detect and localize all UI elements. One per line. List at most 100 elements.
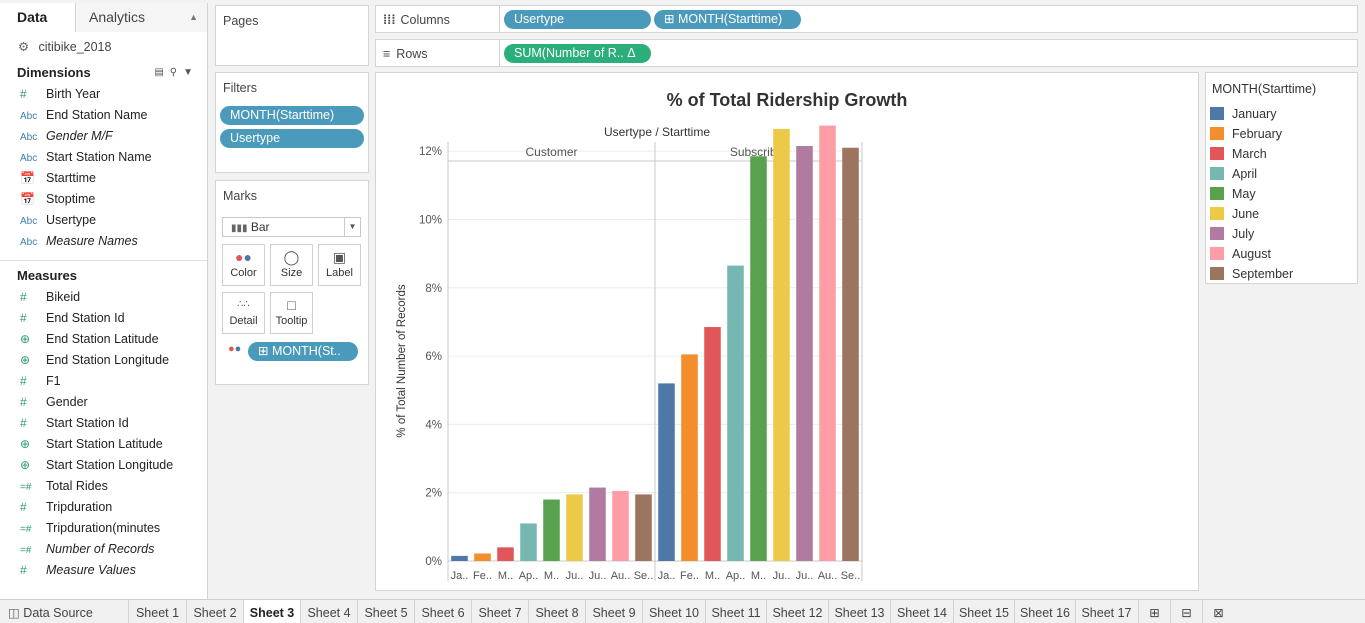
sheet-tab[interactable]: Sheet 2 <box>186 600 243 623</box>
color-legend[interactable]: MONTH(Starttime) January February March Apr… <box>1205 72 1358 284</box>
label-button[interactable]: ▣ Label <box>318 244 361 286</box>
sheet-tab[interactable]: Sheet 1 <box>128 600 186 623</box>
marks-card: Marks ▮▮▮ Bar ▼ ●● Color ◯ Size ▣ Label … <box>215 180 369 385</box>
detail-button[interactable]: ∴∴ Detail <box>222 292 265 334</box>
bar <box>543 499 560 561</box>
legend-swatch <box>1210 227 1224 240</box>
filters-card[interactable]: Filters MONTH(Starttime) Usertype <box>215 72 369 173</box>
sheet-tab[interactable]: Sheet 12 <box>766 600 828 623</box>
pages-card[interactable]: Pages <box>215 5 369 66</box>
legend-item[interactable]: May <box>1206 184 1357 204</box>
sheet-tab[interactable]: Sheet 14 <box>890 600 953 623</box>
field-item[interactable]: # Start Station Id <box>0 413 207 434</box>
size-icon: ◯ <box>283 249 300 265</box>
new-dashboard-icon[interactable]: ⊟ <box>1170 600 1202 623</box>
y-tick-label: 12% <box>419 146 442 158</box>
tab-data[interactable]: Data <box>0 3 76 32</box>
sheet-tab[interactable]: Sheet 15 <box>953 600 1014 623</box>
field-item[interactable]: # Birth Year <box>0 84 207 105</box>
legend-item[interactable]: June <box>1206 204 1357 224</box>
legend-item[interactable]: February <box>1206 124 1357 144</box>
field-item[interactable]: # End Station Id <box>0 308 207 329</box>
legend-title: MONTH(Starttime) <box>1212 82 1317 96</box>
field-label: End Station Latitude <box>46 332 159 346</box>
field-item[interactable]: ⊕ Start Station Latitude <box>0 434 207 455</box>
string-type-icon: Abc <box>20 216 38 227</box>
filter-pill-month[interactable]: MONTH(Starttime) <box>220 106 364 125</box>
legend-item[interactable]: January <box>1206 104 1357 124</box>
sheet-tab[interactable]: Sheet 13 <box>828 600 890 623</box>
field-item[interactable]: # Tripduration <box>0 497 207 518</box>
sheet-tab[interactable]: Sheet 6 <box>414 600 471 623</box>
calc-number-type-icon: =# <box>20 545 32 556</box>
field-item[interactable]: =# Tripduration(minutes <box>0 518 207 539</box>
field-item[interactable]: Abc Usertype <box>0 210 207 231</box>
color-button[interactable]: ●● Color <box>222 244 265 286</box>
new-story-icon[interactable]: ⊠ <box>1202 600 1234 623</box>
field-label: Tripduration(minutes <box>46 521 161 535</box>
columns-pill-usertype[interactable]: Usertype <box>504 10 651 29</box>
new-worksheet-icon[interactable]: ⊞ <box>1138 600 1170 623</box>
sheet-tab[interactable]: Sheet 3 <box>243 600 300 623</box>
filter-pill-usertype[interactable]: Usertype <box>220 129 364 148</box>
sheet-tab[interactable]: Sheet 16 <box>1014 600 1075 623</box>
tab-analytics[interactable]: Analytics ▲ <box>76 3 207 32</box>
bar <box>842 147 859 561</box>
legend-item[interactable]: April <box>1206 164 1357 184</box>
color-field-icon: ●● <box>228 343 242 355</box>
size-button[interactable]: ◯ Size <box>270 244 313 286</box>
field-item[interactable]: Abc Gender M/F <box>0 126 207 147</box>
field-item[interactable]: Abc Start Station Name <box>0 147 207 168</box>
chevron-down-icon: ▼ <box>344 218 360 236</box>
tab-data-source-label: Data Source <box>23 606 93 620</box>
sheet-tab[interactable]: Sheet 11 <box>705 600 766 623</box>
rows-pill-sum[interactable]: SUM(Number of R.. Δ <box>504 44 651 63</box>
field-label: Start Station Latitude <box>46 437 163 451</box>
field-item[interactable]: # F1 <box>0 371 207 392</box>
field-item[interactable]: ⊕ End Station Longitude <box>0 350 207 371</box>
view-icon[interactable]: ▤ <box>154 67 170 78</box>
y-tick-label: 0% <box>425 556 442 568</box>
y-tick-label: 10% <box>419 214 442 226</box>
field-item[interactable]: # Bikeid <box>0 287 207 308</box>
legend-item[interactable]: August <box>1206 244 1357 264</box>
sheet-tab[interactable]: Sheet 7 <box>471 600 528 623</box>
field-label: End Station Id <box>46 311 125 325</box>
sheet-tab[interactable]: Sheet 5 <box>357 600 414 623</box>
search-icon[interactable]: ⚲ <box>169 67 184 78</box>
sheet-tab[interactable]: Sheet 17 <box>1075 600 1137 623</box>
tooltip-button[interactable]: □ Tooltip <box>270 292 313 334</box>
rows-shelf[interactable]: ≡ Rows SUM(Number of R.. Δ <box>375 39 1358 67</box>
tab-data-source[interactable]: ◫ Data Source <box>0 600 128 623</box>
bar <box>451 555 468 561</box>
columns-pill-month-label: MONTH(Starttime) <box>677 12 783 26</box>
columns-shelf[interactable]: ⁞⁞⁞ Columns Usertype ⊞ MONTH(Starttime) <box>375 5 1358 33</box>
tab-arrows-icon: ▲ <box>189 12 198 22</box>
field-item[interactable]: # Gender <box>0 392 207 413</box>
field-item[interactable]: =# Total Rides <box>0 476 207 497</box>
field-item[interactable]: 📅 Stoptime <box>0 189 207 210</box>
sheet-tab[interactable]: Sheet 9 <box>585 600 642 623</box>
legend-label: March <box>1232 147 1267 161</box>
legend-item[interactable]: July <box>1206 224 1357 244</box>
color-field-pill[interactable]: ⊞ MONTH(St.. <box>248 342 358 361</box>
field-item[interactable]: ⊕ Start Station Longitude <box>0 455 207 476</box>
field-item[interactable]: Abc Measure Names <box>0 231 207 252</box>
field-item[interactable]: # Measure Values <box>0 560 207 581</box>
datasource-item[interactable]: ⚙ citibike_2018 <box>0 32 207 62</box>
string-type-icon: Abc <box>20 237 38 248</box>
pane-tabs: Data Analytics ▲ <box>0 3 207 32</box>
sheet-tab[interactable]: Sheet 4 <box>300 600 357 623</box>
legend-item[interactable]: March <box>1206 144 1357 164</box>
field-item[interactable]: ⊕ End Station Latitude <box>0 329 207 350</box>
sheet-tab[interactable]: Sheet 8 <box>528 600 585 623</box>
field-item[interactable]: 📅 Starttime <box>0 168 207 189</box>
field-item[interactable]: Abc End Station Name <box>0 105 207 126</box>
columns-pill-month[interactable]: ⊞ MONTH(Starttime) <box>654 10 801 29</box>
menu-dropdown-icon[interactable]: ▼ <box>183 67 199 78</box>
field-label: End Station Name <box>46 108 148 122</box>
mark-type-select[interactable]: ▮▮▮ Bar ▼ <box>222 217 361 237</box>
sheet-tab[interactable]: Sheet 10 <box>642 600 705 623</box>
legend-item[interactable]: September <box>1206 264 1357 284</box>
field-item[interactable]: =# Number of Records <box>0 539 207 560</box>
